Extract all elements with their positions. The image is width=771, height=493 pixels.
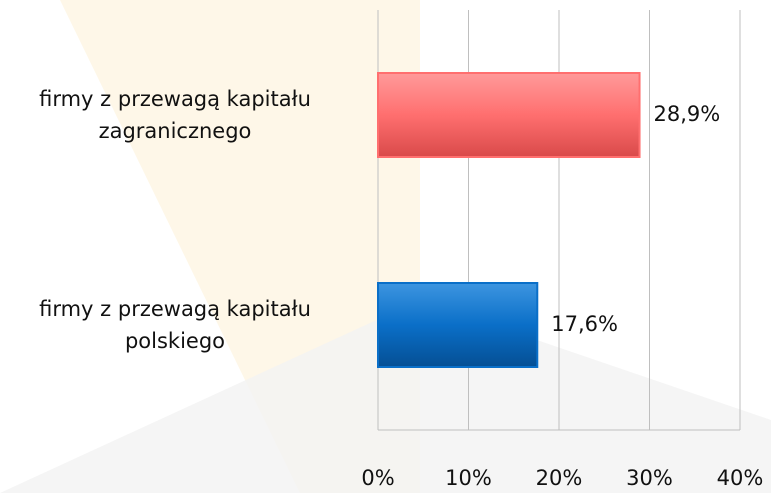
x-tick-label: 10% xyxy=(445,466,492,490)
x-tick-label: 20% xyxy=(536,466,583,490)
bar xyxy=(377,282,539,368)
category-label: firmy z przewagą kapitału zagranicznego xyxy=(39,87,311,143)
background-shape xyxy=(0,300,771,493)
category-label: firmy z przewagą kapitału polskiego xyxy=(39,297,311,353)
x-tick-label: 40% xyxy=(717,466,764,490)
value-label: 28,9% xyxy=(654,102,721,126)
x-tick-label: 30% xyxy=(626,466,673,490)
x-tick-label: 0% xyxy=(361,466,394,490)
bar xyxy=(377,72,641,158)
value-label: 17,6% xyxy=(551,312,618,336)
